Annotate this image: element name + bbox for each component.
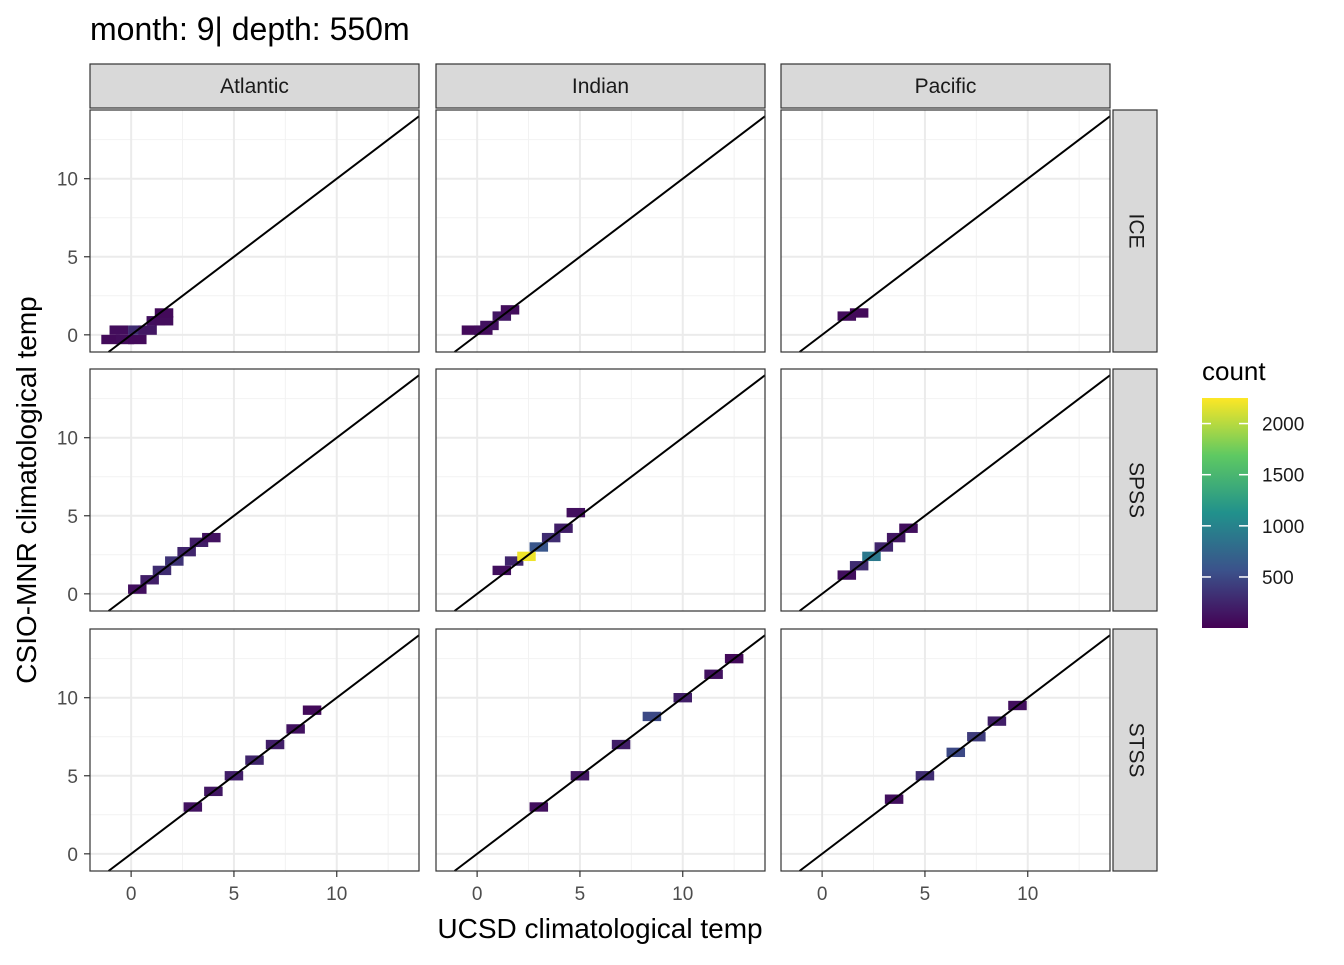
- panel-background: [781, 369, 1110, 611]
- identity-line: [798, 374, 1111, 612]
- panel-indian-stss: 0 5 10: [435, 628, 766, 905]
- panel-indian-spss: [435, 368, 766, 612]
- x-axis-label: UCSD climatological temp: [437, 913, 762, 944]
- heatmap-bin: [202, 532, 221, 543]
- heatmap-bin: [504, 556, 524, 566]
- panels-layer: Atlantic Indian Pacific ICE SPSS STSS 0 5 10 0 5 10…: [57, 63, 1158, 905]
- heatmap-bin: [154, 316, 174, 326]
- heatmap-bin: [128, 334, 147, 345]
- x-tick-label: 5: [229, 884, 240, 905]
- y-tick-label: 5: [67, 248, 78, 269]
- identity-line: [453, 634, 766, 872]
- legend-tick-label: 2000: [1262, 415, 1304, 436]
- facet-strip-label: Indian: [572, 75, 629, 98]
- panel-atlantic-spss: 0 5 10: [57, 368, 420, 612]
- panel-background: [90, 369, 419, 611]
- facet-strip-pacific: [780, 63, 1111, 109]
- y-tick-label: 10: [57, 170, 78, 191]
- facet-strip-atlantic: [89, 63, 420, 109]
- x-tick-label: 10: [326, 884, 347, 905]
- panel-indian-ice: [435, 109, 766, 353]
- legend-tick-label: 500: [1262, 568, 1294, 589]
- y-tick-label: 0: [67, 326, 78, 347]
- heatmap-bin: [138, 325, 157, 335]
- panel-border: [780, 109, 1111, 353]
- y-tick-label: 5: [67, 767, 78, 788]
- panel-border: [435, 368, 766, 612]
- panel-background: [436, 110, 765, 352]
- panel-border: [780, 628, 1111, 872]
- facet-strip-indian: [435, 63, 766, 109]
- panel-pacific-stss: 0 5 10: [780, 628, 1111, 905]
- y-tick-label: 5: [67, 507, 78, 528]
- identity-line: [453, 374, 766, 612]
- heatmap-bin: [566, 507, 586, 518]
- heatmap-bin: [849, 308, 869, 318]
- panel-border: [89, 109, 420, 353]
- panel-border: [435, 628, 766, 872]
- x-tick-label: 0: [126, 884, 137, 905]
- facet-strip-label: Pacific: [915, 75, 977, 98]
- y-axis-label: CSIO-MNR climatological temp: [11, 296, 42, 683]
- panel-background: [436, 629, 765, 871]
- legend-title: count: [1202, 356, 1266, 386]
- facet-strip-label: STSS: [1124, 723, 1147, 778]
- panel-border: [89, 368, 420, 612]
- y-tick-label: 10: [57, 689, 78, 710]
- panel-background: [436, 369, 765, 611]
- y-tick-label: 0: [67, 585, 78, 606]
- identity-line: [453, 115, 766, 353]
- x-tick-label: 5: [920, 884, 931, 905]
- panel-border: [435, 109, 766, 353]
- facet-strip-label: SPSS: [1124, 462, 1147, 518]
- chart-title: month: 9| depth: 550m: [90, 11, 410, 47]
- panel-atlantic-ice: 0 5 10: [57, 109, 420, 353]
- heatmap-bin: [492, 565, 512, 576]
- x-tick-label: 0: [817, 884, 828, 905]
- identity-line: [107, 374, 420, 612]
- legend-colorbar: [1202, 398, 1248, 628]
- heatmap-bin: [642, 711, 662, 722]
- identity-line: [798, 634, 1111, 872]
- x-tick-label: 10: [672, 884, 693, 905]
- heatmap-bin: [109, 325, 129, 335]
- panel-border: [780, 368, 1111, 612]
- y-tick-label: 10: [57, 429, 78, 450]
- panel-background: [781, 110, 1110, 352]
- identity-line: [107, 115, 420, 353]
- heatmap-bin: [101, 334, 120, 345]
- heatmap-bin: [302, 705, 322, 715]
- panel-border: [89, 628, 420, 872]
- heatmap-bin: [461, 325, 481, 335]
- legend-tick-label: 1000: [1262, 517, 1304, 538]
- x-tick-label: 5: [575, 884, 586, 905]
- panel-background: [90, 110, 419, 352]
- panel-pacific-ice: [780, 109, 1111, 353]
- facet-strip-label: ICE: [1124, 213, 1147, 248]
- facet-strip-spss: [1112, 368, 1158, 612]
- heatmap-bin: [154, 308, 174, 318]
- legend-tick-label: 1500: [1262, 466, 1304, 487]
- identity-line: [798, 115, 1111, 353]
- panel-background: [90, 629, 419, 871]
- panel-background: [781, 629, 1110, 871]
- legend: count 500 1000 1500 2000: [1202, 356, 1304, 628]
- facet-strip-stss: [1112, 628, 1158, 872]
- facet-strip-label: Atlantic: [220, 75, 289, 98]
- panel-atlantic-stss: 0 5 10 0 5 10: [57, 628, 420, 905]
- x-tick-label: 0: [472, 884, 483, 905]
- y-tick-label: 0: [67, 845, 78, 866]
- facet-strip-ice: [1112, 109, 1158, 353]
- identity-line: [107, 634, 420, 872]
- x-tick-label: 10: [1017, 884, 1038, 905]
- panel-pacific-spss: [780, 368, 1111, 612]
